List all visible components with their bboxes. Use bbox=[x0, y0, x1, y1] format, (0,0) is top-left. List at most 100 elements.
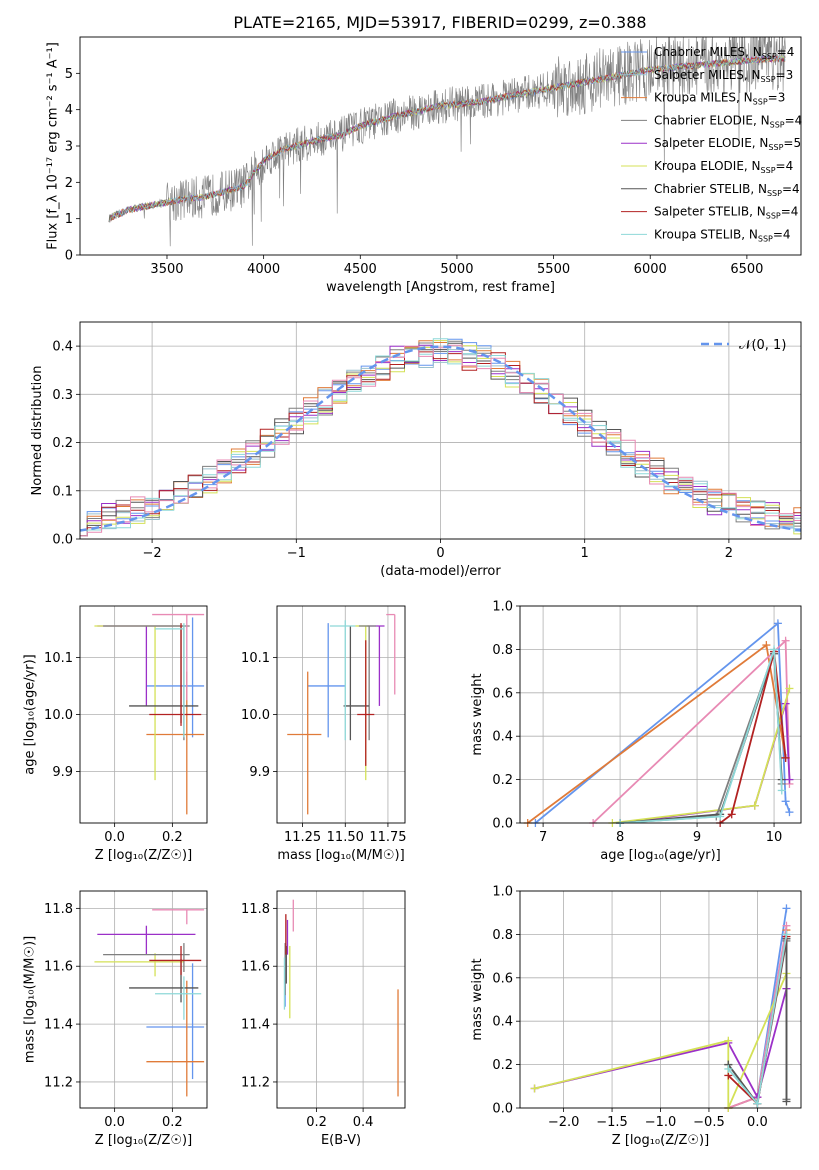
x-tick-label: 4000 bbox=[247, 262, 280, 277]
x-tick-label: 11.25 bbox=[284, 830, 321, 845]
y-tick-label: 0.4 bbox=[52, 340, 73, 355]
x-tick-label: 6500 bbox=[730, 262, 763, 277]
legend-label: Chabrier MILES, NSSP=4 bbox=[654, 45, 794, 61]
y-axis-label: mass weight bbox=[470, 673, 485, 755]
y-tick-label: 11.8 bbox=[44, 902, 73, 917]
y-tick-label: 0.0 bbox=[492, 1102, 513, 1117]
x-tick-label: 0.2 bbox=[306, 1115, 327, 1130]
x-tick-label: 0.0 bbox=[747, 1115, 768, 1130]
gaussian-curve bbox=[80, 345, 801, 532]
spectrum-panel: 3500 4000 4500 5000 5500 6000 6500 0 1 2 3 4 5 wavele… bbox=[45, 36, 802, 295]
y-tick-label: 11.8 bbox=[241, 902, 270, 917]
x-axis-label: Z [log₁₀(Z/Z☉)] bbox=[612, 1133, 709, 1148]
x-tick-label: 4500 bbox=[344, 262, 377, 277]
y-tick-label: 1.0 bbox=[492, 600, 513, 615]
x-tick-label: 5000 bbox=[440, 262, 473, 277]
massweight-line bbox=[612, 688, 791, 823]
legend-count: =4 bbox=[785, 113, 803, 127]
x-tick-label: 11.50 bbox=[327, 830, 364, 845]
legend-label: Chabrier ELODIE, NSSP=4 bbox=[654, 113, 802, 129]
y-tick-label: 11.6 bbox=[44, 960, 73, 975]
legend-subscript: SSP bbox=[768, 143, 783, 152]
massweight-line bbox=[619, 703, 791, 823]
legend-label: Salpeter ELODIE, NSSP=5 bbox=[654, 136, 801, 152]
y-tick-label: 0.8 bbox=[492, 928, 513, 943]
legend-subscript: SSP bbox=[770, 120, 785, 129]
legend-subscript: SSP bbox=[758, 234, 773, 243]
histogram-step bbox=[80, 346, 801, 537]
y-tick-label: 11.2 bbox=[241, 1075, 270, 1090]
x-tick-label: 0.2 bbox=[162, 830, 183, 845]
y-tick-label: 11.4 bbox=[241, 1018, 270, 1033]
y-tick-label: 0.3 bbox=[52, 388, 73, 403]
y-tick-label: 0.4 bbox=[492, 1015, 513, 1030]
mass-vs-Z-panel: 0.0 0.2 11.2 11.4 11.6 11.8 Z [log₁₀(Z/Z☉)] mas… bbox=[23, 890, 208, 1148]
legend-count: =4 bbox=[782, 182, 800, 196]
axes-frame bbox=[79, 321, 802, 540]
x-axis-label: mass [log₁₀(M/M☉)] bbox=[277, 848, 404, 863]
x-axis-label: E(B-V) bbox=[321, 1133, 361, 1148]
x-axis-label: Z [log₁₀(Z/Z☉)] bbox=[95, 848, 192, 863]
axes-frame bbox=[79, 605, 208, 824]
age-vs-mass-panel: 11.25 11.50 11.75 9.9 10.0 10.1 mass [log₁₀(M/… bbox=[241, 605, 407, 863]
y-tick-label: 0.2 bbox=[492, 773, 513, 788]
y-tick-label: 0.4 bbox=[492, 730, 513, 745]
axes-frame bbox=[79, 36, 802, 256]
y-axis-label: mass weight bbox=[470, 958, 485, 1040]
x-tick-label: 2 bbox=[725, 546, 733, 561]
x-tick-label: 0.2 bbox=[162, 1115, 183, 1130]
x-tick-label: 7 bbox=[539, 830, 547, 845]
x-tick-label: 1 bbox=[581, 546, 589, 561]
axes-frame bbox=[276, 890, 406, 1109]
y-tick-label: 11.6 bbox=[241, 960, 270, 975]
histogram-step bbox=[80, 340, 801, 537]
histogram-step bbox=[80, 347, 801, 537]
y-tick-label: 0.2 bbox=[52, 436, 73, 451]
axes-frame bbox=[519, 605, 802, 824]
x-tick-label: 0.0 bbox=[104, 830, 125, 845]
residuals-panel: −2 −1 0 1 2 0.0 0.1 0.2 0.3 0.4 (data-model)/error… bbox=[30, 321, 802, 579]
histogram-step bbox=[80, 340, 801, 537]
x-axis-label: Z [log₁₀(Z/Z☉)] bbox=[95, 1133, 192, 1148]
x-tick-label: 0.0 bbox=[104, 1115, 125, 1130]
x-tick-label: −1.0 bbox=[645, 1115, 677, 1130]
legend-subscript: SSP bbox=[766, 212, 781, 221]
axes-frame bbox=[79, 890, 208, 1109]
x-tick-label: −2 bbox=[143, 546, 162, 561]
legend-subscript: SSP bbox=[767, 189, 782, 198]
histogram-step bbox=[80, 338, 801, 537]
legend-count: =3 bbox=[768, 91, 786, 105]
x-tick-label: 0.4 bbox=[353, 1115, 374, 1130]
axes-frame bbox=[519, 890, 802, 1109]
x-tick-label: −0.5 bbox=[693, 1115, 725, 1130]
massweight-line bbox=[592, 638, 791, 823]
x-axis-label: wavelength [Angstrom, rest frame] bbox=[326, 280, 555, 295]
y-tick-label: 0.0 bbox=[52, 533, 73, 548]
y-axis-label: Flux [f_λ 10⁻¹⁷ erg cm⁻² s⁻¹ A⁻¹] bbox=[45, 42, 60, 250]
x-axis-label: (data-model)/error bbox=[380, 564, 501, 579]
y-tick-label: 9.9 bbox=[249, 765, 270, 780]
x-tick-label: 6000 bbox=[634, 262, 667, 277]
y-tick-label: 0.6 bbox=[492, 686, 513, 701]
y-tick-label: 4 bbox=[65, 103, 73, 118]
x-tick-label: −2.0 bbox=[548, 1115, 580, 1130]
x-tick-label: 11.75 bbox=[369, 830, 406, 845]
y-axis-label: mass [log₁₀(M/M☉)] bbox=[23, 936, 38, 1063]
legend-count: =5 bbox=[783, 136, 801, 150]
y-tick-label: 5 bbox=[65, 67, 73, 82]
legend-count: =3 bbox=[776, 68, 794, 82]
legend-count: =4 bbox=[777, 45, 795, 59]
y-tick-label: 10.0 bbox=[44, 708, 73, 723]
x-tick-label: 8 bbox=[616, 830, 624, 845]
legend-label: 𝒩(0, 1) bbox=[739, 338, 786, 353]
x-tick-label: −1 bbox=[287, 546, 306, 561]
mass-vs-ebv-panel: 0.2 0.4 11.2 11.4 11.6 11.8 E(B-V) bbox=[241, 890, 406, 1148]
x-tick-label: 5500 bbox=[537, 262, 570, 277]
y-tick-label: 0.1 bbox=[52, 484, 73, 499]
axes-frame bbox=[276, 605, 406, 824]
y-tick-label: 9.9 bbox=[52, 765, 73, 780]
histogram-step bbox=[80, 344, 801, 537]
massweight-vs-Z-panel: −2.0 −1.5 −1.0 −0.5 0.0 0.0 0.2 0.4 0.6 0.8 1.0 Z [… bbox=[470, 885, 802, 1148]
x-tick-label: 10 bbox=[766, 830, 783, 845]
y-axis-label: Normed distribution bbox=[30, 366, 45, 496]
